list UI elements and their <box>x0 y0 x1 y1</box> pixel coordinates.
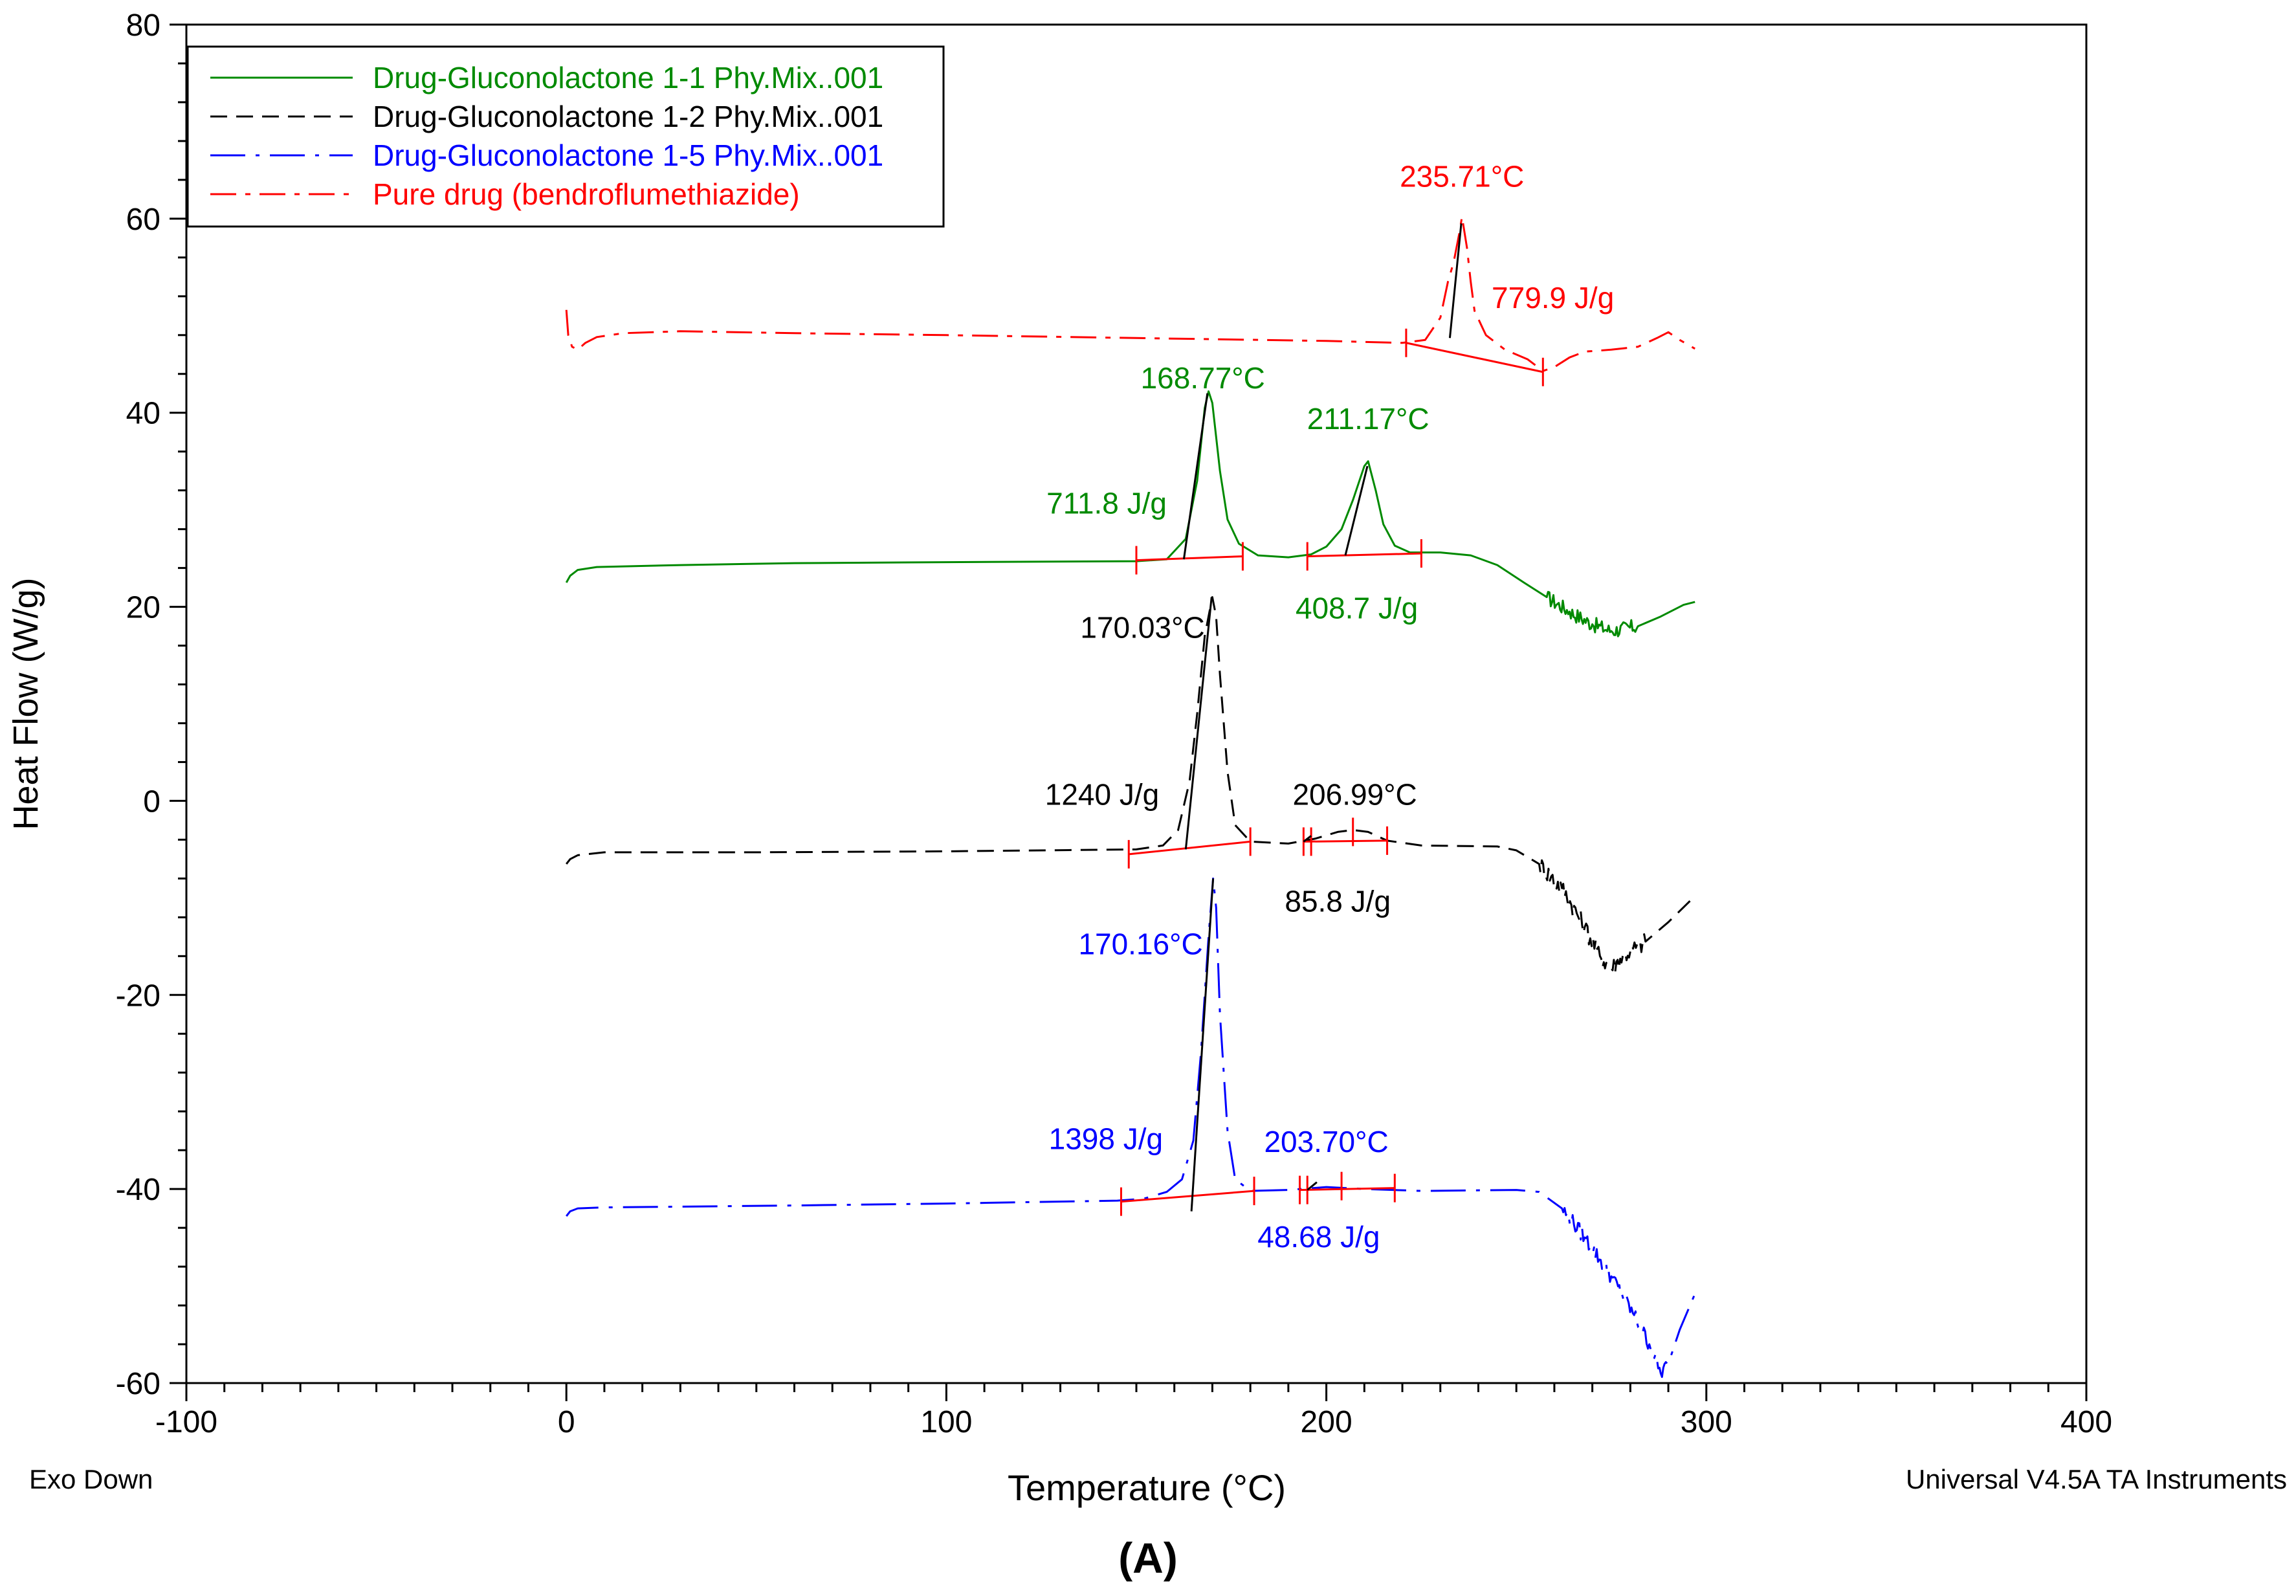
peak-annotation: 1398 J/g <box>1049 1122 1163 1156</box>
integration-baseline <box>1307 552 1422 558</box>
peak-annotation: 170.16°C <box>1078 927 1202 960</box>
integration-baseline <box>1121 1190 1255 1203</box>
series-line-4 <box>565 216 1695 372</box>
onset-line <box>1448 223 1463 338</box>
series-group <box>565 216 1696 1379</box>
software-credit: Universal V4.5A TA Instruments <box>1906 1464 2287 1494</box>
x-tick-label: 300 <box>1681 1405 1732 1439</box>
y-tick-label: 40 <box>126 397 160 431</box>
series-line-3 <box>566 877 1696 1379</box>
x-tick-label: 200 <box>1301 1405 1352 1439</box>
onset-line <box>1182 393 1209 560</box>
legend-label-2: Drug-Gluconolactone 1-2 Phy.Mix..001 <box>373 100 883 133</box>
x-tick-label: 0 <box>558 1405 575 1439</box>
y-axis-title: Heat Flow (W/g) <box>6 577 45 830</box>
peak-annotation: 168.77°C <box>1141 361 1265 395</box>
legend-box <box>186 45 945 228</box>
y-tick-label: -60 <box>116 1367 160 1401</box>
onset-line <box>1307 1181 1318 1191</box>
peak-annotation: 203.70°C <box>1264 1125 1388 1158</box>
onset-line <box>1184 597 1213 850</box>
integration-baseline <box>1129 840 1251 856</box>
peak-annotation: 211.17°C <box>1307 402 1429 436</box>
peak-annotation: 711.8 J/g <box>1046 487 1167 520</box>
peak-annotation: 779.9 J/g <box>1492 281 1614 315</box>
series-line-2 <box>566 596 1692 973</box>
x-tick-label: -100 <box>155 1405 217 1439</box>
x-axis-title: Temperature (°C) <box>1008 1467 1286 1508</box>
legend-label-4: Pure drug (bendroflumethiazide) <box>373 177 800 211</box>
peak-annotation: 408.7 J/g <box>1296 592 1418 625</box>
legend-label-3: Drug-Gluconolactone 1-5 Phy.Mix..001 <box>373 139 883 172</box>
y-tick-label: 20 <box>126 591 160 625</box>
y-tick-label: 80 <box>126 8 160 43</box>
peak-annotation: 1240 J/g <box>1045 777 1159 811</box>
peak-integration-markers <box>1120 223 1544 1216</box>
x-tick-label: 100 <box>920 1405 972 1439</box>
peak-annotation: 170.03°C <box>1080 611 1204 645</box>
axes-frame: -60 -40 -20 0 20 40 60 80 -100 0 100 200 300 400 <box>116 8 2112 1439</box>
onset-line <box>1344 465 1369 556</box>
y-tick-label: 0 <box>143 784 160 819</box>
peak-annotations: 235.71°C 779.9 J/g 168.77°C 211.17°C 711.8 J… <box>1045 159 1615 1254</box>
peak-annotation: 206.99°C <box>1292 777 1417 811</box>
peak-annotation: 235.71°C <box>1400 159 1524 193</box>
y-tick-label: 60 <box>126 203 160 237</box>
integration-baseline <box>1136 555 1243 562</box>
onset-line <box>1303 835 1312 843</box>
exo-direction-label: Exo Down <box>29 1464 153 1494</box>
integration-baseline <box>1406 342 1543 373</box>
integration-baseline <box>1299 1187 1395 1191</box>
x-tick-label: 400 <box>2060 1405 2112 1439</box>
peak-annotation: 48.68 J/g <box>1257 1220 1380 1254</box>
legend: Drug-Gluconolactone 1-1 Phy.Mix..001 Drug… <box>186 45 945 228</box>
legend-label-1: Drug-Gluconolactone 1-1 Phy.Mix..001 <box>373 61 883 94</box>
series-line-1 <box>565 390 1695 637</box>
peak-annotation: 85.8 J/g <box>1285 884 1391 918</box>
y-tick-label: -20 <box>116 979 160 1013</box>
panel-label: (A) <box>1118 1534 1178 1582</box>
y-tick-label: -40 <box>116 1173 160 1207</box>
onset-line <box>1190 878 1215 1212</box>
